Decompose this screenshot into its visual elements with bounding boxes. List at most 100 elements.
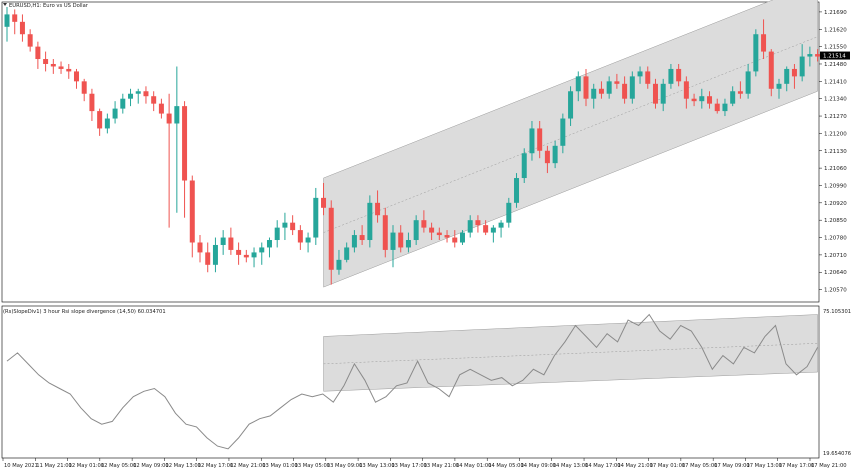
candle	[452, 230, 458, 248]
price-tick-label: 1.21270	[824, 114, 847, 120]
candle-body	[282, 222, 288, 228]
candle	[19, 14, 25, 42]
candle-body	[189, 180, 195, 243]
candle-body	[436, 232, 442, 236]
price-tick-label: 1.20920	[824, 201, 847, 207]
candle-body	[104, 118, 110, 129]
price-tick-label: 1.20850	[824, 218, 847, 224]
candle-body	[683, 81, 689, 99]
price-tick-label: 1.21620	[824, 27, 847, 33]
candle-body	[297, 230, 303, 243]
candle	[313, 187, 319, 245]
candle	[815, 49, 821, 62]
time-tick-label: 13 May 17:00	[391, 463, 427, 469]
main-regression-channel	[323, 0, 818, 288]
price-tick-label: 1.21200	[824, 131, 847, 137]
candle	[375, 190, 381, 223]
candle	[336, 249, 342, 275]
candle-body	[652, 83, 658, 104]
candle	[506, 197, 512, 228]
candle	[81, 78, 87, 102]
candle	[405, 232, 411, 253]
candle-body	[120, 98, 126, 109]
candle	[266, 237, 272, 258]
candle	[560, 113, 566, 154]
candle	[174, 66, 180, 213]
candle	[490, 225, 496, 243]
time-tick-label: 14 May 13:00	[553, 463, 589, 469]
price-tick-label: 1.20640	[824, 270, 847, 276]
candle-body	[12, 14, 18, 22]
indicator-axis-top: 75.105301	[823, 309, 851, 315]
time-tick-label: 12 May 21:00	[230, 463, 266, 469]
candle	[745, 63, 751, 99]
candle	[259, 242, 265, 265]
candle	[784, 66, 790, 92]
time-tick-label: 17 May 21:00	[811, 463, 847, 469]
candle-body	[560, 118, 566, 146]
candle-body	[58, 66, 64, 69]
candle	[359, 225, 365, 245]
candle	[676, 63, 682, 87]
candle-body	[498, 222, 504, 228]
candle-body	[321, 197, 327, 208]
candle-body	[151, 96, 157, 104]
time-tick-label: 13 May 09:00	[327, 463, 363, 469]
candle-body	[344, 247, 350, 260]
indicator-channel-midline	[323, 343, 818, 365]
candle	[429, 222, 435, 241]
price-tick-label: 1.21130	[824, 149, 847, 155]
time-tick-label: 11 May 21:00	[36, 463, 72, 469]
candle	[791, 63, 797, 89]
candle	[243, 249, 249, 263]
candle-body	[166, 113, 172, 124]
candle	[583, 68, 589, 107]
time-tick-label: 13 May 13:00	[359, 463, 395, 469]
candle-body	[521, 153, 527, 179]
candle-body	[73, 71, 79, 82]
candle	[761, 19, 767, 60]
candle-body	[4, 14, 10, 27]
candle-body	[174, 106, 180, 124]
candle-body	[637, 71, 643, 77]
candle	[50, 59, 56, 74]
time-tick-label: 14 May 01:00	[456, 463, 492, 469]
time-tick-label: 17 May 13:00	[746, 463, 782, 469]
candle-body	[405, 240, 411, 248]
candle	[66, 63, 72, 79]
indicator-regression-channel	[323, 314, 818, 392]
candle	[282, 212, 288, 241]
candle	[614, 73, 620, 89]
candle-body	[676, 68, 682, 82]
candle	[707, 91, 713, 109]
candle-body	[776, 83, 782, 89]
candle-body	[791, 68, 797, 77]
candle	[799, 44, 805, 82]
main-chart-label: EURUSD,H1: Euro vs US Dollar	[9, 3, 89, 9]
candle	[390, 225, 396, 268]
candle	[591, 83, 597, 109]
time-tick-label: 14 May 05:00	[488, 463, 524, 469]
candle	[120, 93, 126, 114]
candle	[683, 76, 689, 109]
candle-body	[552, 145, 558, 164]
chart-frames	[1, 1, 820, 459]
candle-body	[35, 46, 41, 60]
candle	[459, 230, 465, 245]
candle-body	[375, 202, 381, 216]
candle	[699, 88, 705, 109]
candle	[251, 247, 257, 268]
candle-body	[313, 197, 319, 238]
candle-body	[351, 235, 357, 248]
candle	[27, 29, 33, 52]
candle	[367, 195, 373, 248]
candle-body	[591, 88, 597, 99]
candle	[189, 175, 195, 258]
candle	[514, 173, 520, 208]
current-price-tag	[820, 51, 850, 60]
candle	[351, 230, 357, 253]
candle	[521, 148, 527, 183]
candle-body	[598, 88, 604, 94]
candle-body	[182, 106, 188, 181]
candle	[290, 215, 296, 236]
